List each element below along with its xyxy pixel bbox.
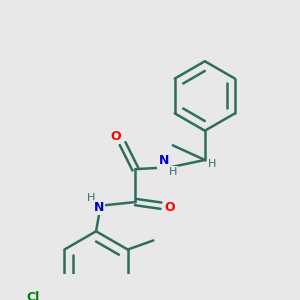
Text: Cl: Cl: [27, 291, 40, 300]
Text: O: O: [165, 201, 176, 214]
Text: N: N: [94, 201, 104, 214]
Text: O: O: [110, 130, 121, 143]
Text: H: H: [169, 167, 177, 177]
Text: H: H: [87, 194, 96, 203]
Text: H: H: [208, 159, 216, 169]
Text: N: N: [158, 154, 169, 167]
